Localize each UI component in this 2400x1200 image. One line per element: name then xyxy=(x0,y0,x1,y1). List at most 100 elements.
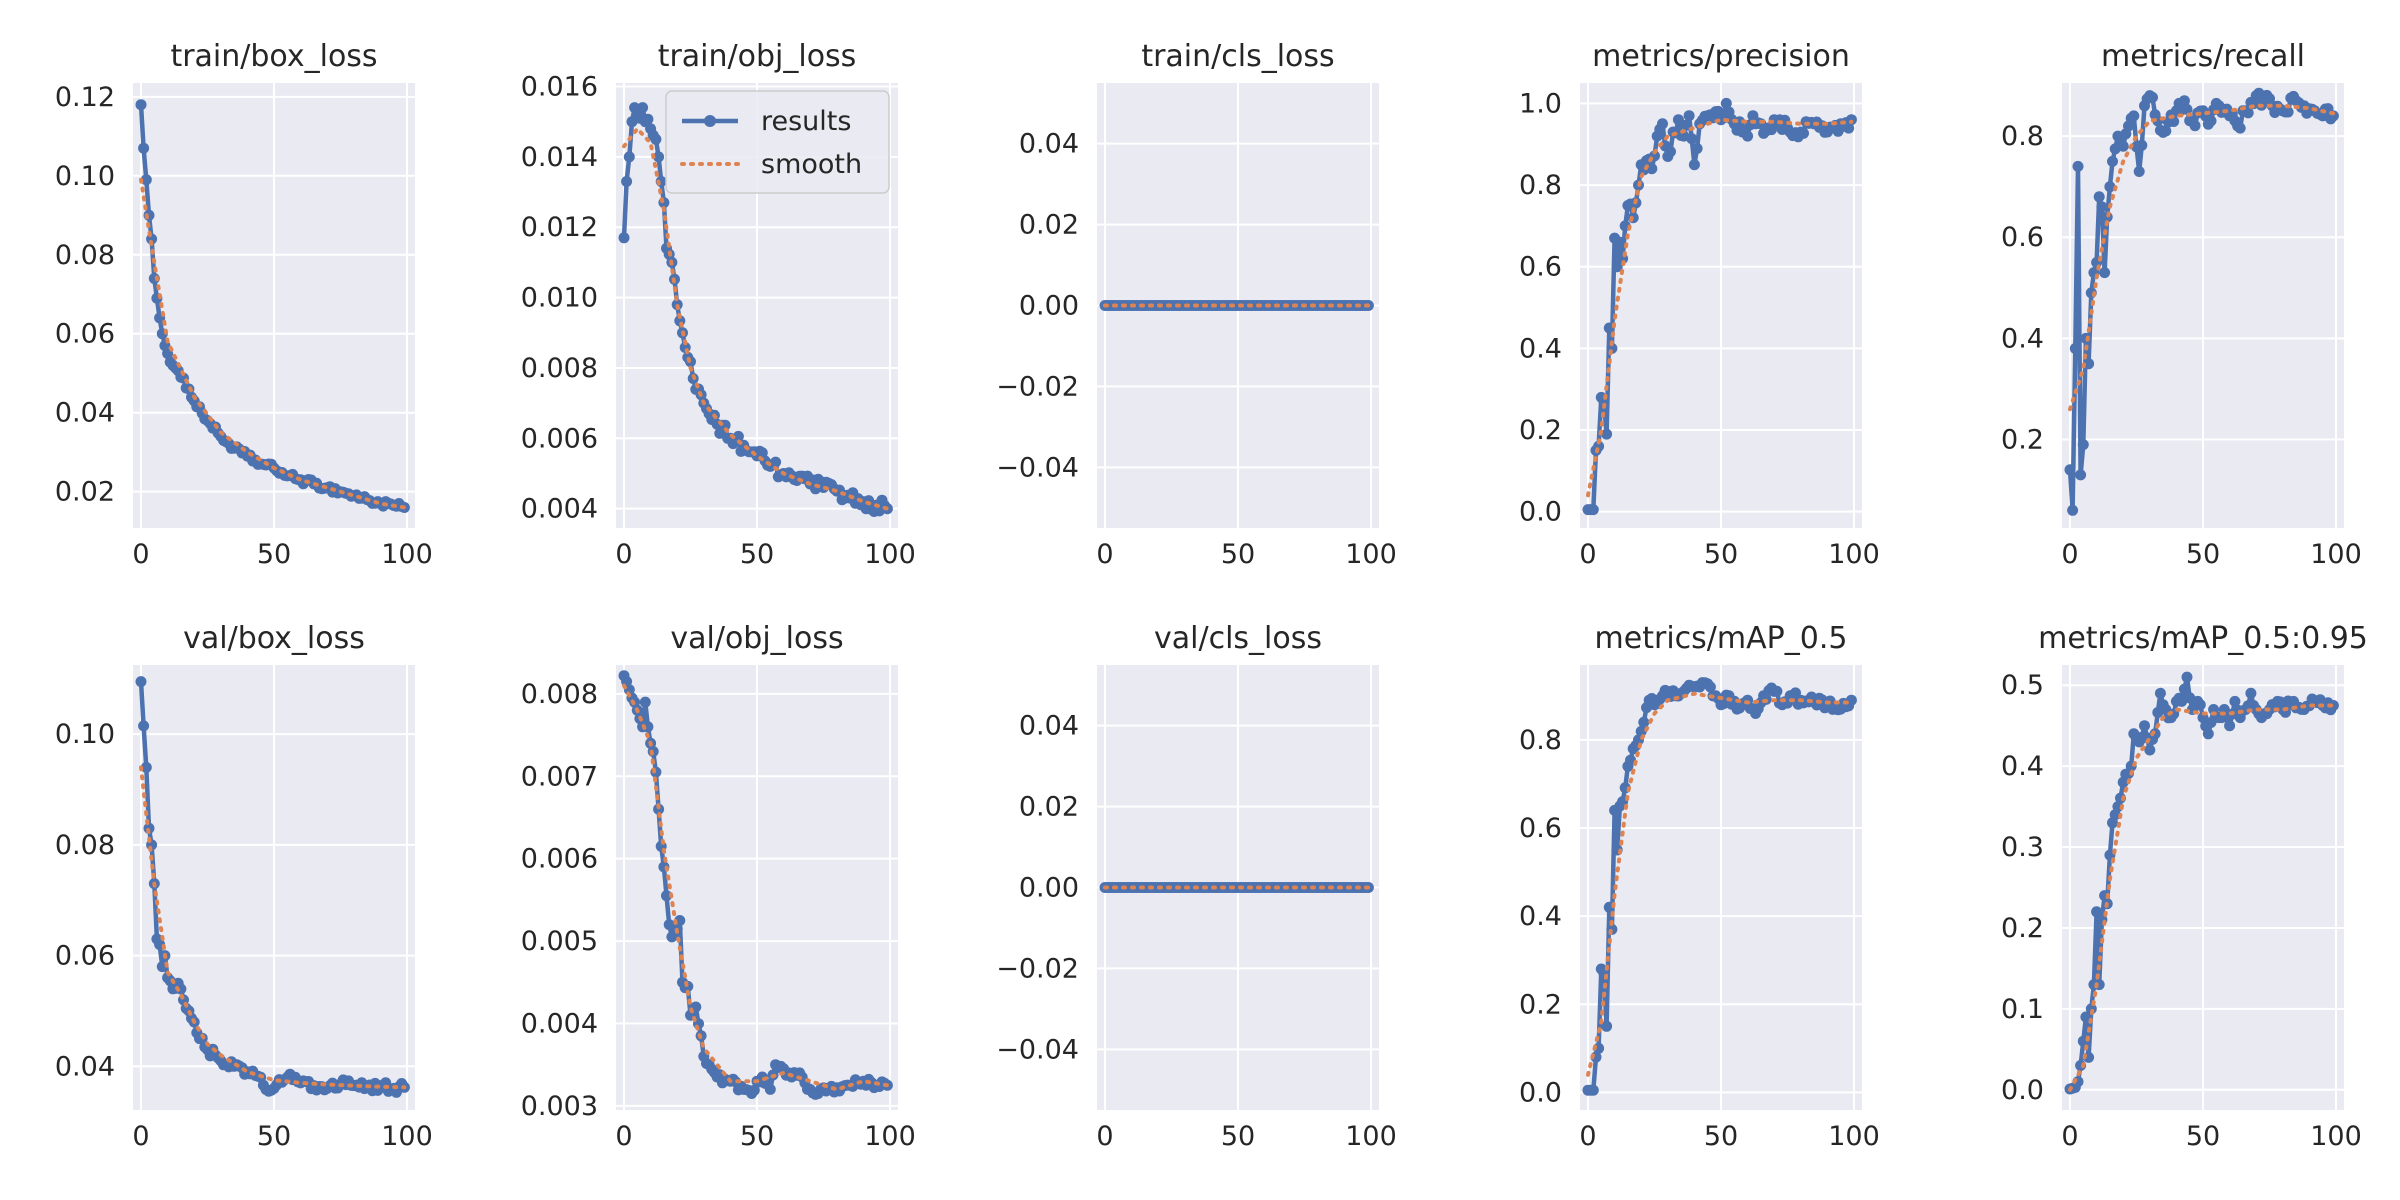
smooth-line xyxy=(2068,103,2336,412)
results-point xyxy=(2072,160,2084,172)
results-point xyxy=(135,99,147,111)
results-point xyxy=(2178,683,2190,695)
results-point xyxy=(2282,106,2294,118)
x-tick-label: 100 xyxy=(1828,1121,1880,1152)
smooth-line xyxy=(139,765,407,1090)
results-point xyxy=(1614,236,1626,248)
subplot-train-box-loss: 0 50 100 0.02 0.04 0.06 0.08 0.10 0.12 train/box_… xyxy=(55,39,433,570)
results-point xyxy=(2099,267,2111,279)
x-tick-label: 100 xyxy=(2310,539,2362,570)
results-point xyxy=(621,176,633,187)
results-point xyxy=(2069,343,2081,354)
x-tick-label: 100 xyxy=(2310,1121,2362,1152)
y-tick-label: 0.10 xyxy=(55,719,115,750)
y-tick-label: 0.016 xyxy=(521,72,598,103)
results-point xyxy=(1691,143,1703,154)
smooth-line xyxy=(622,125,890,511)
y-tick-label: 0.06 xyxy=(55,941,115,972)
subplot-title: metrics/precision xyxy=(1592,39,1850,74)
results-point xyxy=(2181,671,2193,683)
y-tick-label: 0.00 xyxy=(1019,873,1079,904)
subplot-title: train/obj_loss xyxy=(658,39,857,74)
results-point xyxy=(748,1084,760,1096)
subplot-title: train/box_loss xyxy=(170,39,377,74)
subplot-title: metrics/mAP_0.5 xyxy=(1595,621,1848,656)
y-tick-label: 0.4 xyxy=(1519,333,1562,364)
subplot-title: val/cls_loss xyxy=(1154,621,1322,656)
results-point xyxy=(1742,130,1754,142)
y-tick-label: 0.2 xyxy=(2001,913,2044,944)
results-point xyxy=(2093,191,2105,203)
x-tick-label: 0 xyxy=(615,1121,632,1152)
results-point xyxy=(1845,114,1857,126)
y-tick-label: 0.04 xyxy=(1019,129,1079,160)
x-tick-label: 0 xyxy=(1579,539,1596,570)
x-tick-label: 0 xyxy=(1579,1121,1596,1152)
y-tick-label: 0.006 xyxy=(521,423,598,454)
results-point xyxy=(2224,720,2236,732)
results-point xyxy=(1601,428,1613,440)
subplot-val-cls-loss: 0 50 100 −0.04 −0.02 0.00 0.02 0.04 val/cls_loss xyxy=(996,621,1397,1152)
y-tick-label: 0.02 xyxy=(1019,792,1079,823)
results-point xyxy=(2077,439,2089,451)
results-point xyxy=(639,696,651,708)
x-tick-label: 0 xyxy=(2061,1121,2078,1152)
results-point xyxy=(2104,181,2116,193)
subplot-metrics-recall: 0 50 100 0.2 0.4 0.6 0.8 metrics/recall xyxy=(2001,39,2362,570)
results-point xyxy=(2136,139,2148,151)
results-point xyxy=(1843,122,1855,134)
x-tick-label: 50 xyxy=(2186,539,2220,570)
y-tick-label: 0.008 xyxy=(521,679,598,710)
y-tick-label: 0.1 xyxy=(2001,994,2044,1025)
y-tick-label: 0.12 xyxy=(55,82,115,113)
results-point xyxy=(135,676,147,688)
y-tick-label: 0.08 xyxy=(55,240,115,271)
results-point xyxy=(653,151,665,163)
y-tick-label: 0.02 xyxy=(1019,210,1079,241)
results-point xyxy=(2083,358,2095,370)
results-point xyxy=(1625,754,1636,766)
subplot-metrics-map-0-5-0-95: 0 50 100 0.0 0.1 0.2 0.3 0.4 0.5 metrics/mAP_0.5:… xyxy=(2001,621,2368,1152)
subplot-metrics-map-0-5: 0 50 100 0.0 0.2 0.4 0.6 0.8 metrics/mAP_0.5 xyxy=(1519,621,1880,1152)
y-tick-label: 0.2 xyxy=(1519,415,1562,446)
results-point xyxy=(2234,122,2246,134)
results-point xyxy=(175,983,187,995)
results-point xyxy=(661,890,672,902)
y-tick-label: 0.6 xyxy=(1519,813,1562,844)
results-point xyxy=(1798,127,1809,139)
legend-smooth-label: smooth xyxy=(761,149,862,180)
results-point xyxy=(1771,685,1783,697)
x-tick-label: 50 xyxy=(257,1121,291,1152)
y-tick-label: 0.8 xyxy=(2001,121,2044,152)
y-tick-label: 0.012 xyxy=(521,212,598,243)
x-tick-label: 0 xyxy=(2061,539,2078,570)
y-tick-label: 0.00 xyxy=(1019,291,1079,322)
y-tick-label: 0.04 xyxy=(1019,711,1079,742)
results-point xyxy=(1688,159,1700,171)
x-tick-label: 100 xyxy=(381,539,433,570)
results-point xyxy=(732,430,744,442)
results-point xyxy=(623,151,635,163)
results-point xyxy=(1638,716,1650,728)
results-point xyxy=(764,1083,776,1095)
subplot-title: metrics/recall xyxy=(2101,39,2305,74)
y-tick-label: 0.3 xyxy=(2001,832,2044,863)
y-tick-label: 1.0 xyxy=(1519,88,1562,119)
results-point xyxy=(2107,155,2118,167)
subplot-title: train/cls_loss xyxy=(1141,39,1334,74)
y-tick-label: 0.0 xyxy=(1519,1077,1562,1108)
results-point xyxy=(2154,687,2166,699)
x-tick-label: 100 xyxy=(1345,1121,1397,1152)
x-tick-label: 50 xyxy=(1221,539,1255,570)
results-point xyxy=(1587,504,1599,516)
results-point xyxy=(618,232,630,244)
results-point xyxy=(2178,95,2190,107)
x-tick-label: 50 xyxy=(740,539,774,570)
results-point xyxy=(1686,133,1698,145)
y-tick-label: 0.4 xyxy=(2001,323,2044,354)
results-point xyxy=(2181,103,2193,115)
results-point xyxy=(1720,97,1732,109)
results-point xyxy=(2139,720,2150,732)
subplot-train-obj-loss: 0 50 100 0.004 0.006 0.008 0.010 0.012 0.014 0.01… xyxy=(521,39,916,570)
